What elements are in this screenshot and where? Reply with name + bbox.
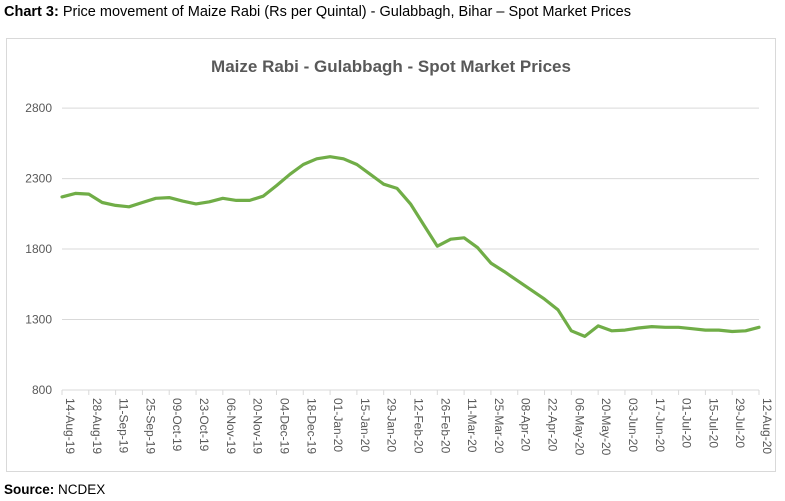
x-tick-label: 04-Dec-19 bbox=[277, 398, 291, 454]
gridlines bbox=[62, 107, 759, 391]
chart-caption: Chart 3: Price movement of Maize Rabi (R… bbox=[4, 2, 631, 22]
x-tick-label: 06-May-20 bbox=[572, 398, 586, 456]
x-tick-label: 01-Jul-20 bbox=[680, 398, 694, 448]
series-layer bbox=[60, 155, 761, 338]
y-tick-label: 1800 bbox=[25, 242, 52, 256]
x-tick-label: 29-Jan-20 bbox=[385, 398, 399, 452]
x-tick-label: 26-Feb-20 bbox=[438, 398, 452, 454]
x-tick-label: 18-Dec-19 bbox=[304, 398, 318, 454]
x-tick-label: 06-Nov-19 bbox=[224, 398, 238, 454]
x-axis-ticks: 14-Aug-19 28-Aug-19 11-Sep-19 25-Sep-19 09-O… bbox=[61, 390, 774, 456]
x-tick-label: 20-May-20 bbox=[599, 398, 613, 456]
y-tick-label: 1300 bbox=[25, 313, 52, 327]
x-tick-label: 25-Sep-19 bbox=[143, 398, 157, 454]
x-tick-label: 08-Apr-20 bbox=[519, 398, 533, 452]
x-tick-label: 11-Sep-19 bbox=[117, 398, 131, 453]
y-axis-ticks: 800 1300 1800 2300 2800 bbox=[25, 101, 52, 397]
x-tick-label: 15-Jan-20 bbox=[358, 398, 372, 452]
x-tick-label: 03-Jun-20 bbox=[626, 398, 640, 452]
x-tick-label: 15-Jul-20 bbox=[706, 398, 720, 448]
caption-label: Chart 3: bbox=[4, 4, 59, 20]
x-tick-label: 29-Jul-20 bbox=[733, 398, 747, 448]
y-tick-label: 2800 bbox=[25, 101, 52, 115]
x-tick-label: 20-Nov-19 bbox=[251, 398, 265, 454]
series-line-0 bbox=[60, 155, 761, 338]
x-tick-label: 17-Jun-20 bbox=[653, 398, 667, 452]
x-tick-label: 14-Aug-19 bbox=[63, 398, 77, 454]
chart-frame: Maize Rabi - Gulabbagh - Spot Market Pri… bbox=[6, 38, 776, 472]
x-tick-label: 25-Mar-20 bbox=[492, 398, 506, 454]
x-tick-label: 11-Mar-20 bbox=[465, 398, 479, 453]
x-tick-label: 23-Oct-19 bbox=[197, 398, 211, 452]
x-tick-label: 12-Aug-20 bbox=[760, 398, 774, 454]
x-tick-label: 01-Jan-20 bbox=[331, 398, 345, 452]
y-tick-label: 800 bbox=[32, 383, 52, 397]
source-note: Source: NCDEX bbox=[4, 481, 105, 499]
x-tick-label: 09-Oct-19 bbox=[170, 398, 184, 452]
line-chart: Maize Rabi - Gulabbagh - Spot Market Pri… bbox=[25, 57, 774, 456]
chart-title: Maize Rabi - Gulabbagh - Spot Market Pri… bbox=[211, 57, 571, 76]
source-label: Source: bbox=[4, 482, 55, 497]
source-text: NCDEX bbox=[58, 482, 106, 497]
x-tick-label: 28-Aug-19 bbox=[90, 398, 104, 454]
x-tick-label: 22-Apr-20 bbox=[546, 398, 560, 452]
caption-text: Price movement of Maize Rabi (Rs per Qui… bbox=[62, 4, 631, 20]
y-tick-label: 2300 bbox=[25, 172, 52, 186]
x-tick-label: 12-Feb-20 bbox=[412, 398, 426, 454]
